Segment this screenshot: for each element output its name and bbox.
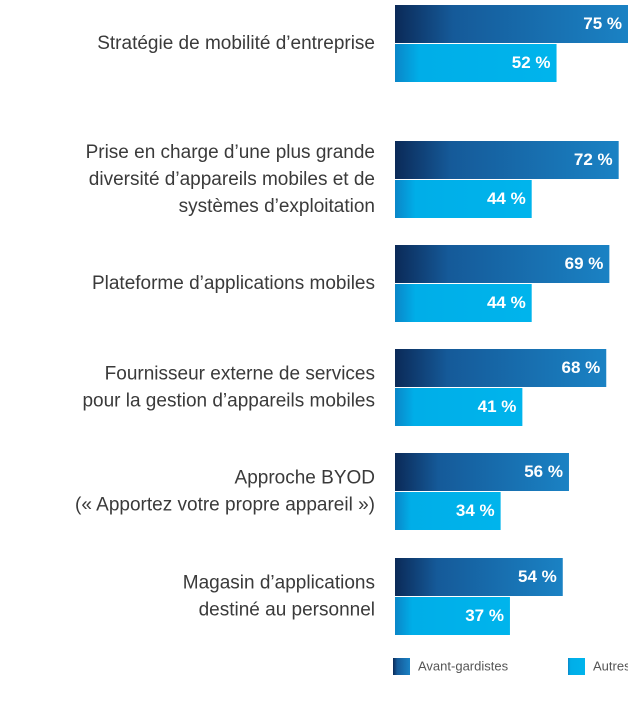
bar (395, 44, 557, 82)
value-label: 44 % (487, 189, 526, 208)
bar (395, 245, 610, 283)
category-label: Approche BYOD (235, 468, 375, 489)
value-label: 75 % (583, 14, 622, 33)
bar (395, 5, 628, 43)
category-label: Plateforme d’applications mobiles (92, 273, 375, 294)
bar (395, 284, 532, 322)
category-label: (« Apportez votre propre appareil ») (75, 495, 375, 516)
bar (395, 180, 532, 218)
value-label: 54 % (518, 567, 557, 586)
bar (395, 388, 523, 426)
legend-label: Avant-gardistes (418, 658, 509, 673)
legend-swatch (393, 658, 410, 675)
category-label: systèmes d’exploitation (179, 196, 375, 217)
legend-label: Autres (593, 658, 628, 673)
value-label: 44 % (487, 293, 526, 312)
bar (395, 558, 563, 596)
category-label: Prise en charge d’une plus grande (86, 142, 375, 163)
category-label: destiné au personnel (199, 600, 375, 621)
bar (395, 597, 510, 635)
bar (395, 453, 569, 491)
category-label: pour la gestion d’appareils mobiles (82, 391, 375, 412)
value-label: 34 % (456, 501, 495, 520)
value-label: 69 % (565, 254, 604, 273)
category-label: Magasin d’applications (183, 573, 375, 594)
legend-swatch (568, 658, 585, 675)
value-label: 52 % (512, 53, 551, 72)
bar (395, 141, 619, 179)
bar (395, 349, 607, 387)
value-label: 56 % (524, 462, 563, 481)
category-label: Fournisseur externe de services (105, 364, 375, 385)
value-label: 37 % (465, 606, 504, 625)
value-label: 68 % (562, 358, 601, 377)
value-label: 41 % (478, 397, 517, 416)
category-label: Stratégie de mobilité d’entreprise (97, 33, 375, 54)
bar (395, 492, 501, 530)
value-label: 72 % (574, 150, 613, 169)
category-label: diversité d’appareils mobiles et de (89, 169, 375, 190)
